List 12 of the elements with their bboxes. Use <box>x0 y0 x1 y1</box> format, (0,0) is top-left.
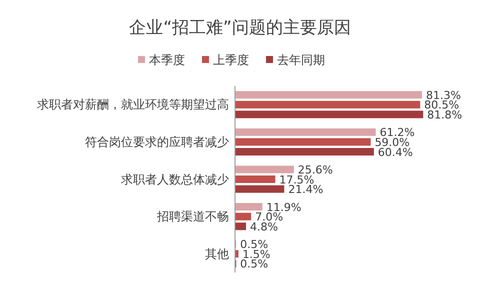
y-tick-label: 求职者对薪酬，就业环境等期望过高 <box>37 98 229 112</box>
legend-label: 去年同期 <box>277 53 325 67</box>
y-tick-label: 求职者人数总体减少 <box>121 172 229 186</box>
legend-label: 本季度 <box>149 53 185 67</box>
y-tick-label: 招聘渠道不畅 <box>156 210 229 224</box>
y-tick-label: 符合岗位要求的应聘者减少 <box>85 134 229 149</box>
data-label: 81.3% <box>426 88 461 102</box>
title: 企业“招工难”问题的主要原因 <box>129 18 351 38</box>
legend-label: 上季度 <box>213 53 249 67</box>
y-tick-label: 其他 <box>205 246 229 261</box>
data-label: 81.8% <box>427 108 462 122</box>
data-label: 4.8% <box>250 220 278 234</box>
